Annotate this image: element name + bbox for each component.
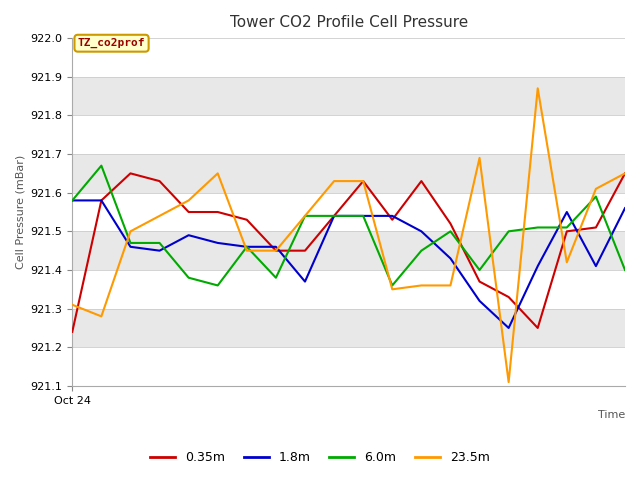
Text: TZ_co2prof: TZ_co2prof <box>78 38 145 48</box>
Text: Time: Time <box>598 410 625 420</box>
Bar <box>72 309 625 348</box>
Title: Tower CO2 Profile Cell Pressure: Tower CO2 Profile Cell Pressure <box>230 15 468 30</box>
Y-axis label: Cell Pressure (mBar): Cell Pressure (mBar) <box>15 155 25 269</box>
Bar <box>72 231 625 270</box>
Bar <box>72 77 625 115</box>
Bar <box>72 154 625 192</box>
Legend: 0.35m, 1.8m, 6.0m, 23.5m: 0.35m, 1.8m, 6.0m, 23.5m <box>145 446 495 469</box>
